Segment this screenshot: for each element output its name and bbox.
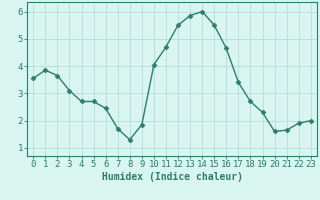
- X-axis label: Humidex (Indice chaleur): Humidex (Indice chaleur): [101, 172, 243, 182]
